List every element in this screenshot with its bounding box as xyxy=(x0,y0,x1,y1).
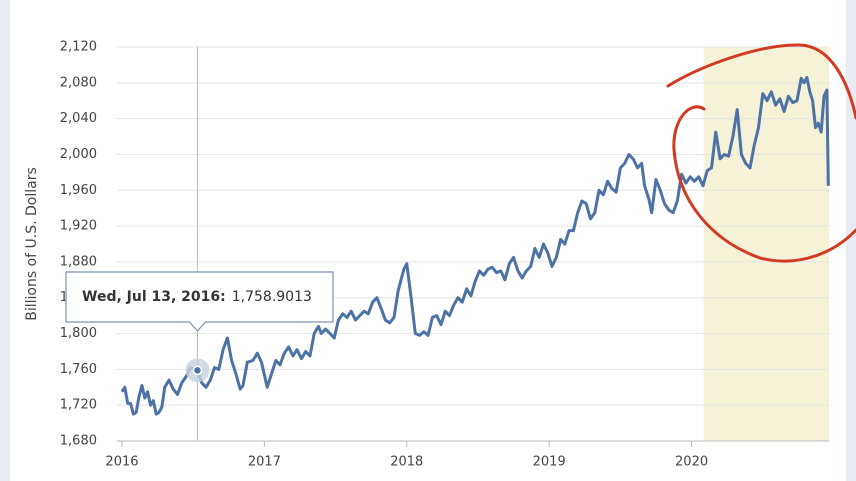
y-tick-label: 1,680 xyxy=(60,434,97,449)
y-tick-label: 2,040 xyxy=(60,111,97,126)
x-tick-label: 2019 xyxy=(533,455,566,470)
hover-point xyxy=(192,365,203,376)
y-tick-label: 1,920 xyxy=(60,219,97,234)
y-tick-label: 2,120 xyxy=(60,40,97,55)
tooltip-text: Wed, Jul 13, 2016: 1,758.9013 xyxy=(82,289,312,305)
x-tick-label: 2020 xyxy=(675,455,708,470)
y-tick-label: 1,760 xyxy=(60,362,97,377)
y-tick-label: 2,000 xyxy=(60,147,97,162)
x-tick-label: 2016 xyxy=(105,455,138,470)
y-tick-label: 1,960 xyxy=(60,183,97,198)
y-axis-label: Billions of U.S. Dollars xyxy=(24,167,40,321)
tooltip-date: Wed, Jul 13, 2016: xyxy=(82,289,226,305)
tooltip-value: 1,758.9013 xyxy=(232,289,312,305)
y-tick-label: 2,080 xyxy=(60,75,97,90)
annotation-arc xyxy=(666,43,856,120)
x-tick-label: 2017 xyxy=(248,455,281,470)
y-tick-label: 1,880 xyxy=(60,254,97,269)
recession-shading xyxy=(703,47,829,441)
annotation-circles xyxy=(666,43,856,263)
series-line xyxy=(120,75,830,416)
x-tick-label: 2018 xyxy=(390,455,423,470)
y-tick-label: 1,800 xyxy=(60,326,97,341)
tooltip-box xyxy=(65,271,334,332)
annotation-arc xyxy=(672,105,856,263)
y-tick-label: 1,720 xyxy=(60,398,97,413)
